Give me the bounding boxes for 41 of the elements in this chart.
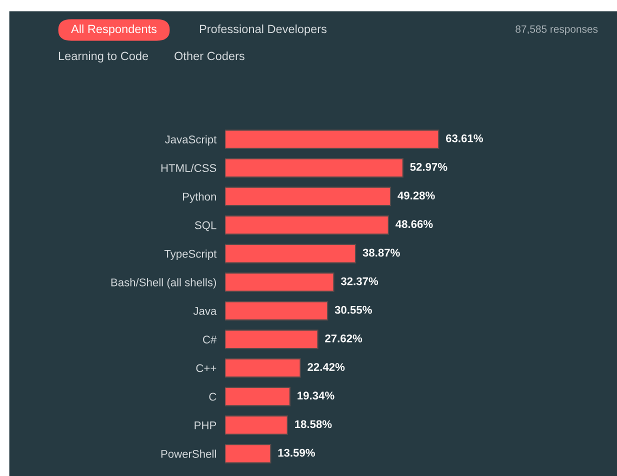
y-tick-label: TypeScript bbox=[164, 250, 217, 260]
bar bbox=[225, 415, 288, 435]
y-tick-label: C bbox=[209, 392, 216, 401]
data-label: 13.59% bbox=[278, 448, 315, 457]
bar bbox=[225, 244, 356, 264]
y-tick-label: C# bbox=[203, 336, 217, 344]
y-tick-label: PowerShell bbox=[161, 450, 216, 458]
data-label: 19.34% bbox=[298, 392, 334, 400]
y-tick-label: SQL bbox=[194, 221, 216, 232]
data-label: 63.61% bbox=[446, 134, 483, 142]
bar bbox=[225, 444, 272, 464]
text: Other Coders bbox=[174, 52, 244, 60]
data-label: 30.55% bbox=[334, 306, 372, 314]
y-tick-label: Bash/Shell (all shells) bbox=[111, 278, 216, 289]
data-label: 22.42% bbox=[308, 363, 345, 371]
bar bbox=[225, 330, 318, 350]
data-label: 27.62% bbox=[325, 334, 362, 342]
y-tick-label: Java bbox=[193, 307, 217, 315]
data-label: 49.28% bbox=[398, 192, 435, 200]
bar bbox=[225, 158, 404, 178]
data-label: 38.87% bbox=[362, 248, 400, 257]
data-label: 48.66% bbox=[396, 220, 433, 228]
y-tick-label: C++ bbox=[196, 364, 216, 372]
text: 87,585 responses bbox=[516, 25, 598, 35]
y-tick-label: JavaScript bbox=[164, 135, 217, 146]
data-label: 52.97% bbox=[410, 162, 448, 171]
data-label: 18.58% bbox=[295, 420, 332, 428]
bar bbox=[225, 358, 301, 378]
y-tick-label: HTML/CSS bbox=[161, 164, 216, 172]
text: Learning to Code bbox=[58, 52, 148, 62]
text: All Respondents bbox=[71, 24, 157, 36]
bar bbox=[225, 386, 291, 406]
bar bbox=[225, 215, 389, 235]
bar bbox=[225, 301, 328, 320]
text: Professional Developers bbox=[200, 24, 327, 36]
bar bbox=[225, 272, 334, 292]
y-tick-label: Python bbox=[182, 192, 216, 203]
y-tick-label: PHP bbox=[194, 422, 216, 430]
data-label: 32.37% bbox=[340, 277, 378, 286]
bar bbox=[225, 130, 440, 149]
bar bbox=[225, 186, 392, 206]
